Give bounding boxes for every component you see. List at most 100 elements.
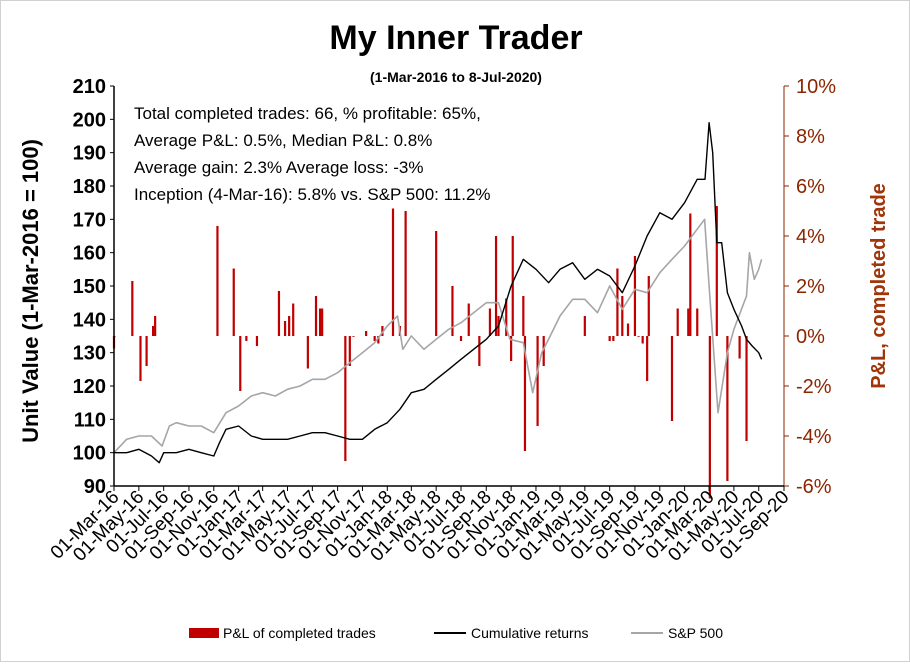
y-tick-left-label: 160 bbox=[73, 243, 106, 265]
y-tick-left-label: 110 bbox=[74, 409, 106, 431]
pl-bar bbox=[621, 296, 624, 336]
pl-bar bbox=[318, 308, 322, 336]
sp500-line bbox=[113, 218, 763, 454]
y-tick-right-label: 8% bbox=[796, 126, 825, 148]
y-tick-right-label: 0% bbox=[796, 326, 825, 348]
pl-bar bbox=[232, 268, 235, 336]
annotation-line: Inception (4-Mar-16): 5.8% vs. S&P 500: … bbox=[134, 185, 491, 204]
pl-bar bbox=[154, 316, 157, 336]
pl-bar bbox=[283, 321, 287, 336]
pl-bar bbox=[536, 336, 539, 426]
pl-bar bbox=[245, 336, 248, 341]
y-tick-right-label: -2% bbox=[796, 376, 832, 398]
legend-label-pl: P&L of completed trades bbox=[223, 625, 376, 641]
y-tick-left-label: 150 bbox=[73, 276, 106, 298]
pl-bar bbox=[687, 308, 690, 336]
pl-bar bbox=[288, 316, 291, 336]
y-tick-right-label: 2% bbox=[796, 276, 825, 298]
pl-bar bbox=[670, 336, 674, 421]
pl-bar bbox=[542, 336, 545, 366]
pl-bar bbox=[373, 336, 376, 341]
y-tick-left-label: 180 bbox=[73, 176, 106, 198]
pl-bar bbox=[633, 256, 637, 336]
pl-bar bbox=[641, 336, 644, 344]
pl-bar bbox=[647, 276, 650, 336]
y-tick-left-label: 120 bbox=[73, 376, 106, 398]
y-tick-right-label: -4% bbox=[796, 426, 832, 448]
pl-bar bbox=[216, 226, 219, 336]
pl-bar bbox=[365, 331, 368, 336]
pl-bar bbox=[255, 336, 259, 346]
annotation-line: Total completed trades: 66, % profitable… bbox=[134, 104, 481, 123]
pl-bar bbox=[494, 236, 498, 336]
pl-bar bbox=[708, 336, 711, 499]
pl-bar bbox=[306, 336, 309, 369]
pl-bar bbox=[488, 308, 492, 336]
pl-bar bbox=[646, 336, 649, 381]
pl-bar bbox=[637, 336, 640, 337]
y-tick-left-label: 190 bbox=[73, 143, 106, 165]
pl-bar bbox=[292, 303, 295, 336]
pl-bar bbox=[726, 336, 729, 481]
pl-bar bbox=[738, 336, 741, 359]
pl-bar bbox=[676, 308, 679, 336]
pl-bar bbox=[616, 268, 619, 336]
chart-title: My Inner Trader bbox=[329, 19, 582, 57]
pl-bar bbox=[467, 303, 470, 336]
pl-bar bbox=[451, 286, 454, 336]
y-tick-left-label: 170 bbox=[73, 209, 106, 231]
y-tick-right-label: -6% bbox=[796, 476, 832, 498]
pl-bar bbox=[152, 326, 155, 336]
pl-bar bbox=[145, 336, 148, 366]
legend-label-sp500: S&P 500 bbox=[668, 625, 723, 641]
cumulative-returns-line bbox=[114, 122, 763, 464]
pl-bar bbox=[523, 336, 527, 451]
pl-bar bbox=[478, 336, 481, 366]
pl-bar bbox=[745, 336, 748, 441]
y-tick-right-label: 4% bbox=[796, 226, 825, 248]
y-tick-left-label: 100 bbox=[73, 443, 106, 465]
pl-bar bbox=[314, 296, 318, 336]
pl-bar bbox=[352, 336, 355, 337]
pl-bar bbox=[583, 316, 586, 336]
y-tick-left-label: 90 bbox=[84, 476, 106, 498]
pl-bar bbox=[435, 231, 438, 336]
y-tick-left-label: 210 bbox=[73, 76, 106, 98]
pl-bar bbox=[381, 326, 384, 336]
pl-bar bbox=[239, 336, 242, 391]
pl-bar bbox=[696, 308, 699, 336]
pl-bar bbox=[689, 213, 692, 336]
pl-bar bbox=[715, 206, 718, 336]
y-axis-right-title: P&L, completed trade bbox=[868, 183, 890, 389]
pl-bar bbox=[608, 336, 611, 341]
annotation-line: Average gain: 2.3% Average loss: -3% bbox=[134, 158, 424, 177]
pl-bar bbox=[139, 336, 142, 381]
pl-bar bbox=[459, 336, 463, 341]
legend-swatch-pl bbox=[189, 628, 219, 638]
pl-bar bbox=[626, 323, 630, 336]
legend: P&L of completed trades Cumulative return… bbox=[189, 625, 723, 641]
pl-bar bbox=[348, 336, 351, 366]
legend-label-cumulative: Cumulative returns bbox=[471, 625, 589, 641]
pl-bar bbox=[511, 236, 514, 336]
pl-bar bbox=[321, 308, 324, 336]
chart-subtitle: (1-Mar-2016 to 8-Jul-2020) bbox=[370, 69, 542, 85]
pl-bar bbox=[391, 208, 395, 336]
y-tick-right-label: 10% bbox=[796, 76, 836, 98]
pl-bar bbox=[510, 336, 513, 361]
pl-bar bbox=[505, 298, 508, 336]
pl-bar bbox=[377, 336, 380, 344]
annotations: Total completed trades: 66, % profitable… bbox=[134, 104, 491, 204]
y-tick-left-label: 130 bbox=[73, 343, 106, 365]
pl-bar bbox=[404, 211, 407, 336]
pl-bar bbox=[344, 336, 347, 461]
y-tick-left-label: 140 bbox=[73, 309, 106, 331]
pl-bar bbox=[522, 296, 525, 336]
y-axis-left-title: Unit Value (1-Mar-2016 = 100) bbox=[18, 139, 43, 443]
y-tick-right-label: 6% bbox=[796, 176, 825, 198]
pl-bar bbox=[131, 281, 134, 336]
annotation-line: Average P&L: 0.5%, Median P&L: 0.8% bbox=[134, 131, 432, 150]
y-tick-left-label: 200 bbox=[73, 109, 106, 131]
